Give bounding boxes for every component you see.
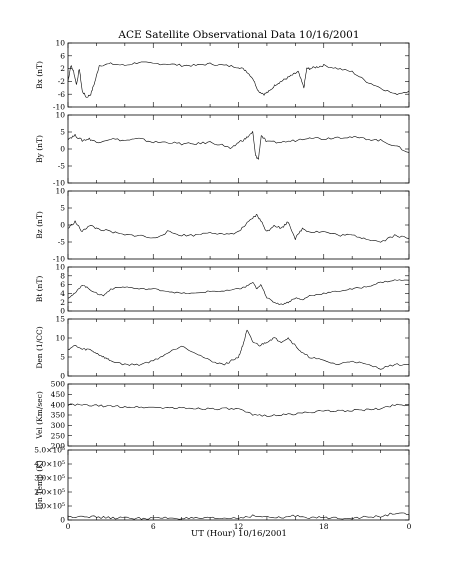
panels-group: 10 6 2 -2 -6 -10 Bx (nT) 10 5 0 -5 -10 By (nT) 10 5 0 -5… (34, 39, 411, 531)
y-tick-label: 4.0×10⁵ (34, 460, 65, 469)
y-tick-label: 500 (51, 380, 66, 389)
y-tick-label: 200 (51, 442, 66, 451)
y-tick-label: 1.0×10⁵ (34, 502, 65, 511)
y-axis-label: Bx (nT) (35, 61, 44, 89)
panel-frame (67, 266, 410, 312)
panel-7: 5.0×10⁵ 4.0×10⁵ 3.0×10⁵ 2.0×10⁵ 1.0×10⁵ 0 Ion … (34, 446, 410, 525)
y-tick-label: 15 (55, 315, 65, 324)
series-line (67, 279, 410, 305)
series-line (67, 131, 410, 160)
panel-3: 10 5 0 -5 -10 Bz (nT) (35, 187, 410, 264)
y-tick-label: 10 (55, 39, 65, 48)
panel-1: 10 6 2 -2 -6 -10 Bx (nT) (35, 39, 410, 112)
series-line (67, 329, 410, 370)
y-axis-label: Ion Temp (K) (35, 460, 44, 509)
y-tick-label: -5 (58, 238, 66, 247)
y-axis-label: Bt (nT) (35, 276, 44, 303)
series-line (67, 403, 410, 417)
y-tick-label: 10 (55, 334, 65, 343)
x-tick-label: 0 (407, 522, 412, 531)
y-tick-label: 2 (60, 298, 65, 307)
chart-title: ACE Satellite Observational Data 10/16/2… (117, 29, 359, 41)
y-tick-label: 6 (60, 280, 65, 289)
panel-frame (67, 42, 410, 108)
y-tick-label: 0 (60, 307, 65, 316)
panel-frame (67, 449, 410, 521)
y-tick-label: 5 (60, 204, 65, 213)
series-line (67, 61, 410, 98)
y-tick-label: 0 (60, 372, 65, 381)
panel-frame (67, 383, 410, 447)
y-tick-label: 0 (60, 221, 65, 230)
y-axis-label: Den (1/CC) (35, 326, 44, 368)
y-tick-label: 2.0×10⁵ (34, 488, 65, 497)
y-axis-label: Bz (nT) (35, 211, 44, 239)
panel-frame (67, 114, 410, 184)
y-tick-label: 6 (60, 51, 65, 60)
y-axis-label: Vel (Km/sec) (35, 391, 44, 440)
series-line (67, 512, 410, 520)
y-tick-label: 0 (60, 145, 65, 154)
y-tick-label: 5.0×10⁵ (34, 446, 65, 455)
x-tick-label: 12 (234, 522, 244, 531)
panel-frame (67, 190, 410, 260)
y-tick-label: 10 (55, 263, 65, 272)
y-tick-label: -10 (53, 255, 65, 264)
y-tick-label: 5 (60, 353, 65, 362)
y-tick-label: 5 (60, 128, 65, 137)
y-tick-label: -10 (53, 179, 65, 188)
x-tick-label: 6 (151, 522, 156, 531)
y-tick-label: 3.0×10⁵ (34, 474, 65, 483)
y-tick-label: 400 (51, 400, 66, 409)
y-tick-label: -2 (58, 77, 66, 86)
y-tick-label: 450 (51, 390, 66, 399)
y-tick-label: -10 (53, 103, 65, 112)
y-tick-label: 0 (60, 516, 65, 525)
series-line (67, 214, 410, 243)
y-tick-label: -5 (58, 162, 66, 171)
y-tick-label: 350 (51, 411, 66, 420)
y-tick-label: 10 (55, 187, 65, 196)
panel-frame (67, 318, 410, 377)
x-tick-label: 0 (66, 522, 71, 531)
y-tick-label: 2 (60, 64, 65, 73)
y-tick-label: 250 (51, 431, 66, 440)
y-axis-label: By (nT) (35, 135, 44, 163)
y-tick-label: 300 (51, 421, 66, 430)
y-tick-label: 10 (55, 111, 65, 120)
panel-2: 10 5 0 -5 -10 By (nT) (35, 111, 410, 188)
panel-5: 15 10 5 0 Den (1/CC) (35, 315, 410, 381)
x-tick-label: 18 (319, 522, 329, 531)
y-tick-label: 4 (60, 289, 65, 298)
y-tick-label: -6 (58, 90, 66, 99)
x-axis-label: UT (Hour) 10/16/2001 (191, 528, 287, 539)
y-tick-label: 8 (60, 271, 65, 280)
